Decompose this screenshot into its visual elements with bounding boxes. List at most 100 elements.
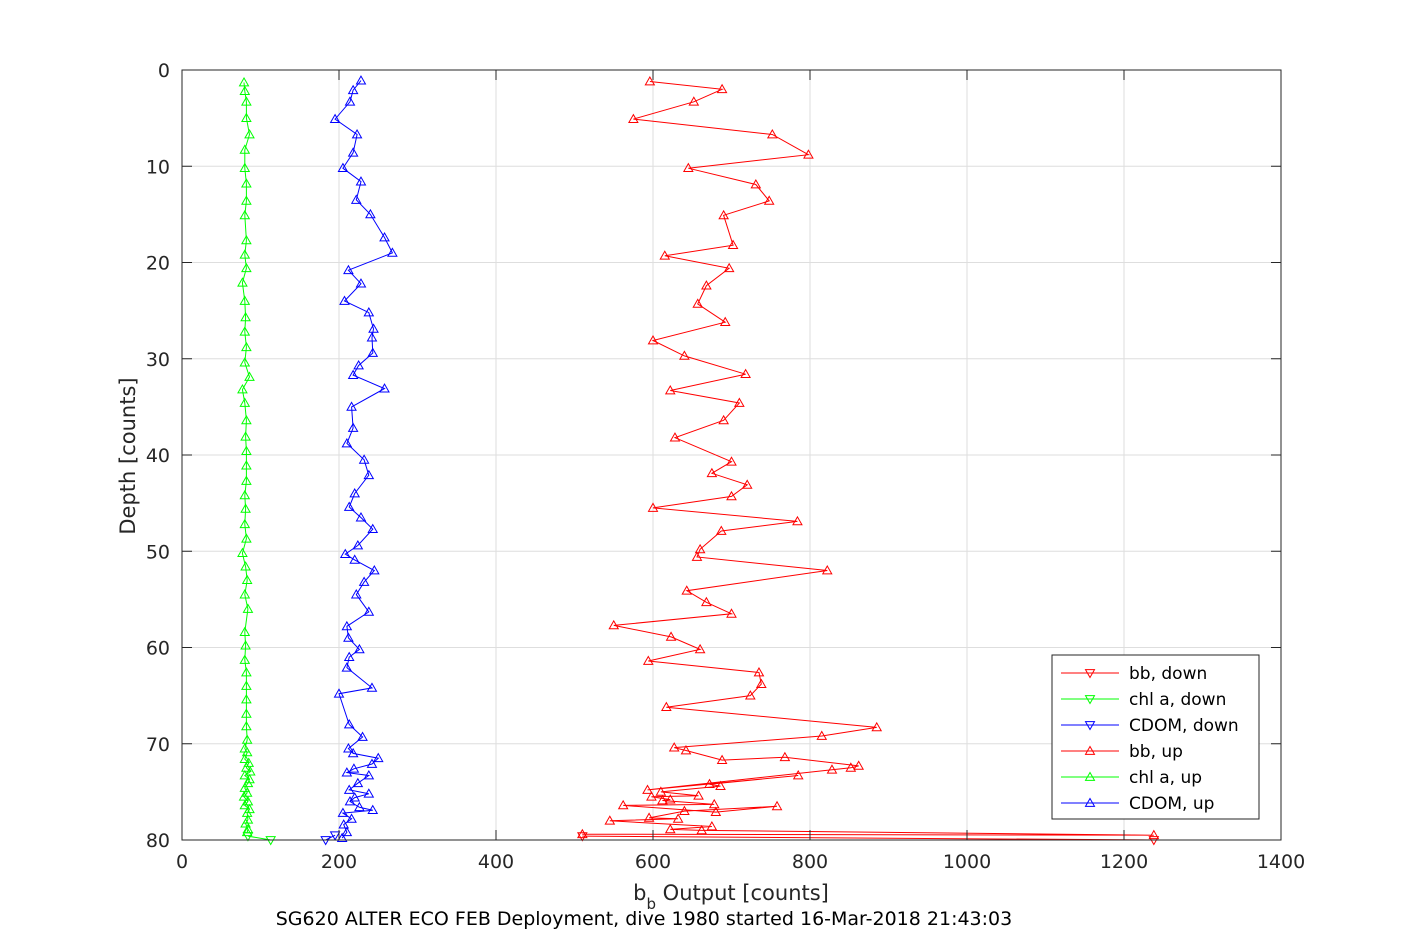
y-axis-label: Depth [counts] bbox=[116, 377, 140, 534]
data-point bbox=[343, 784, 355, 794]
data-point bbox=[708, 798, 720, 809]
data-point bbox=[239, 782, 251, 792]
data-point bbox=[367, 347, 379, 357]
y-tick-label: 40 bbox=[146, 445, 170, 467]
data-point bbox=[826, 764, 838, 774]
legend-marker bbox=[1084, 669, 1096, 679]
data-point bbox=[346, 401, 357, 411]
data-point bbox=[241, 262, 252, 273]
data-point bbox=[643, 812, 655, 822]
data-point bbox=[336, 832, 348, 842]
data-point bbox=[1148, 836, 1160, 846]
x-tick-label: 1200 bbox=[1100, 851, 1148, 873]
data-point bbox=[239, 249, 251, 259]
series-line bbox=[582, 835, 1154, 841]
data-point bbox=[349, 554, 361, 564]
data-point bbox=[346, 813, 357, 823]
data-point bbox=[366, 332, 378, 342]
data-point bbox=[241, 826, 253, 837]
data-point bbox=[691, 551, 703, 561]
x-tick-label: 1000 bbox=[943, 851, 991, 873]
data-point bbox=[239, 753, 251, 764]
data-point bbox=[366, 682, 378, 692]
data-point bbox=[715, 525, 727, 535]
data-point bbox=[363, 770, 375, 780]
x-tick-label: 600 bbox=[635, 851, 671, 873]
data-point bbox=[241, 414, 252, 425]
data-point bbox=[367, 523, 379, 533]
y-tick-label: 60 bbox=[146, 638, 170, 660]
data-point bbox=[372, 752, 384, 763]
data-point bbox=[816, 730, 828, 740]
data-point bbox=[664, 794, 676, 804]
data-point bbox=[628, 113, 639, 123]
series-5 bbox=[329, 75, 398, 842]
data-point bbox=[726, 490, 737, 501]
data-point bbox=[763, 195, 775, 205]
data-point bbox=[741, 479, 753, 489]
data-point bbox=[694, 643, 706, 654]
data-point bbox=[351, 128, 363, 139]
data-point bbox=[680, 744, 692, 755]
data-point bbox=[347, 84, 359, 95]
data-point bbox=[239, 589, 251, 599]
data-point bbox=[642, 784, 653, 794]
data-point bbox=[237, 547, 248, 558]
data-point bbox=[726, 456, 737, 466]
data-point bbox=[239, 209, 251, 220]
data-point bbox=[387, 247, 398, 257]
data-point bbox=[241, 112, 252, 122]
data-point bbox=[242, 814, 254, 824]
legend-item: CDOM, down bbox=[1061, 716, 1239, 736]
data-point bbox=[692, 298, 704, 308]
data-point bbox=[367, 804, 379, 815]
data-point bbox=[766, 128, 778, 139]
legend-item: CDOM, up bbox=[1061, 794, 1214, 814]
data-point bbox=[241, 574, 253, 584]
data-point bbox=[349, 792, 361, 802]
legend-item: chl a, up bbox=[1061, 768, 1202, 788]
x-axis-label-sub: b bbox=[646, 895, 656, 913]
series-2 bbox=[320, 831, 341, 846]
legend-label: CDOM, down bbox=[1129, 716, 1239, 736]
data-point bbox=[240, 561, 251, 571]
data-point bbox=[329, 113, 341, 123]
data-point bbox=[238, 77, 250, 87]
data-point bbox=[240, 640, 251, 650]
data-point bbox=[693, 790, 704, 800]
y-tick-label: 20 bbox=[146, 253, 170, 275]
data-point bbox=[343, 718, 355, 729]
data-point bbox=[660, 701, 672, 712]
data-point bbox=[718, 209, 730, 220]
legend-label: bb, up bbox=[1129, 742, 1183, 762]
data-point bbox=[694, 543, 706, 554]
data-point bbox=[241, 720, 252, 731]
data-point bbox=[352, 777, 364, 788]
data-point bbox=[669, 432, 681, 442]
data-point bbox=[344, 96, 356, 106]
data-point bbox=[659, 250, 671, 260]
data-point bbox=[240, 503, 251, 513]
data-point bbox=[688, 96, 700, 106]
data-point bbox=[237, 384, 248, 394]
series-line bbox=[582, 81, 1154, 836]
grid bbox=[182, 70, 1281, 840]
x-tick-label: 1400 bbox=[1257, 851, 1305, 873]
data-point bbox=[241, 195, 252, 205]
data-point bbox=[803, 149, 814, 159]
ticks bbox=[181, 69, 1282, 841]
legend-label: chl a, up bbox=[1129, 768, 1202, 788]
data-point bbox=[239, 397, 251, 407]
data-point bbox=[239, 162, 251, 173]
data-point bbox=[239, 654, 251, 664]
data-point bbox=[347, 422, 359, 432]
data-point bbox=[706, 821, 718, 831]
data-point bbox=[617, 799, 629, 810]
data-point bbox=[244, 371, 255, 381]
data-point bbox=[771, 800, 783, 811]
data-point bbox=[241, 734, 253, 744]
series-0 bbox=[576, 832, 1160, 846]
data-point bbox=[723, 262, 735, 273]
data-point bbox=[339, 295, 350, 305]
data-point bbox=[241, 178, 252, 188]
